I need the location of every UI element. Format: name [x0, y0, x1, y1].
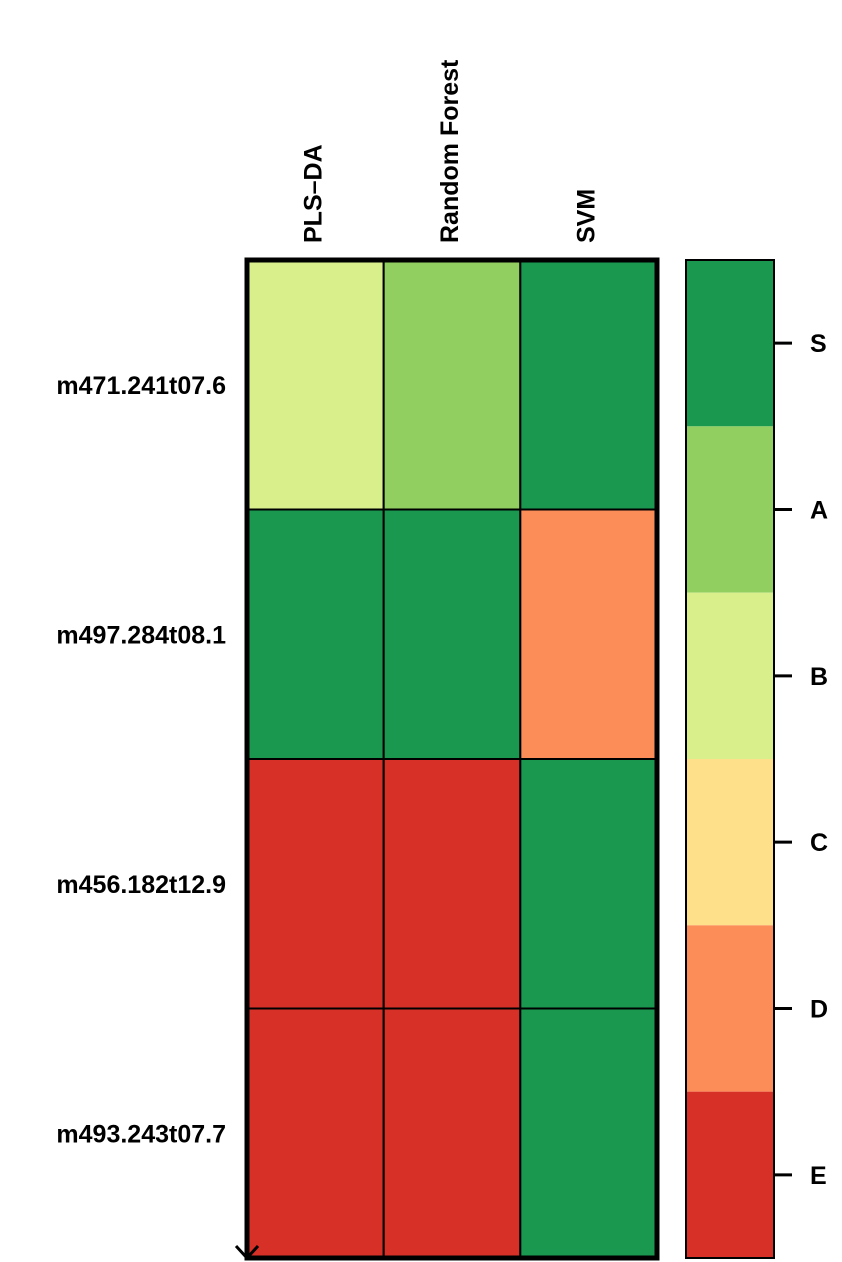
legend-label: D: [810, 996, 828, 1024]
legend-swatch: [686, 260, 774, 427]
heatmap-cell: [246, 1007, 385, 1259]
column-label: PLS–DA: [299, 144, 327, 243]
row-label: m493.243t07.7: [56, 1120, 226, 1148]
row-label: m497.284t08.1: [56, 621, 226, 649]
heatmap-cell: [382, 508, 522, 760]
heatmap-cells: [246, 259, 658, 1259]
legend-swatch: [686, 1091, 774, 1258]
column-label: Random Forest: [436, 59, 464, 243]
heatmap-cell: [519, 1007, 658, 1259]
column-labels: PLS–DA Random Forest SVM: [299, 59, 600, 243]
legend-label: A: [810, 497, 828, 525]
heatmap-cell: [382, 1007, 522, 1259]
heatmap-cell: [519, 259, 658, 511]
legend-label: C: [810, 829, 828, 857]
heatmap-cell: [246, 758, 385, 1010]
row-label: m456.182t12.9: [56, 871, 226, 899]
legend-swatch: [686, 592, 774, 759]
heatmap-cell: [382, 259, 522, 511]
heatmap-cell: [519, 758, 658, 1010]
heatmap-border: [244, 257, 660, 1261]
down-arrow-icon: [234, 1244, 260, 1261]
heatmap-cell: [246, 259, 385, 511]
legend-swatch: [686, 759, 774, 926]
heatmap-cell: [246, 508, 385, 760]
legend-swatch: [686, 426, 774, 593]
legend-label: B: [810, 663, 828, 691]
color-legend: S A B C D E: [685, 259, 828, 1259]
row-labels: m471.241t07.6 m497.284t08.1 m456.182t12.9 m…: [56, 372, 226, 1149]
legend-swatch: [686, 925, 774, 1092]
legend-label: S: [810, 330, 827, 358]
legend-label: E: [810, 1162, 827, 1190]
legend-border: [685, 259, 775, 1259]
heatmap-cell: [382, 758, 522, 1010]
heatmap-cell: [519, 508, 658, 760]
column-label: SVM: [573, 189, 601, 243]
row-label: m471.241t07.6: [56, 372, 226, 400]
